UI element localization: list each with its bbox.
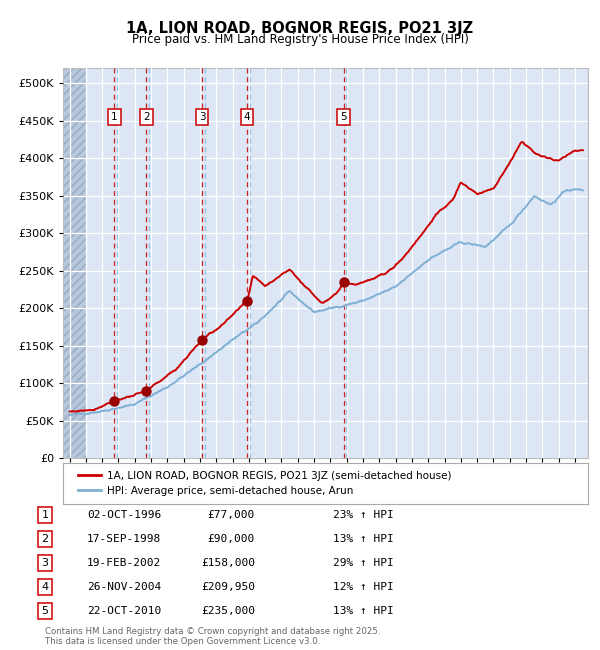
- Text: 02-OCT-1996: 02-OCT-1996: [87, 510, 161, 520]
- Text: 1A, LION ROAD, BOGNOR REGIS, PO21 3JZ: 1A, LION ROAD, BOGNOR REGIS, PO21 3JZ: [127, 21, 473, 36]
- Text: 1: 1: [41, 510, 49, 520]
- Text: 4: 4: [41, 582, 49, 592]
- Text: 29% ↑ HPI: 29% ↑ HPI: [333, 558, 394, 568]
- Text: 5: 5: [41, 606, 49, 616]
- Text: Price paid vs. HM Land Registry's House Price Index (HPI): Price paid vs. HM Land Registry's House …: [131, 32, 469, 46]
- Text: 26-NOV-2004: 26-NOV-2004: [87, 582, 161, 592]
- Text: 17-SEP-1998: 17-SEP-1998: [87, 534, 161, 544]
- Text: 5: 5: [340, 112, 347, 122]
- Text: £235,000: £235,000: [201, 606, 255, 616]
- Bar: [63, 68, 86, 458]
- Text: 12% ↑ HPI: 12% ↑ HPI: [333, 582, 394, 592]
- Text: £209,950: £209,950: [201, 582, 255, 592]
- Text: 19-FEB-2002: 19-FEB-2002: [87, 558, 161, 568]
- Text: £90,000: £90,000: [208, 534, 255, 544]
- Text: Contains HM Land Registry data © Crown copyright and database right 2025.: Contains HM Land Registry data © Crown c…: [45, 627, 380, 636]
- Text: 13% ↑ HPI: 13% ↑ HPI: [333, 534, 394, 544]
- Text: 2: 2: [41, 534, 49, 544]
- Text: 1: 1: [111, 112, 118, 122]
- Text: 3: 3: [199, 112, 205, 122]
- Text: This data is licensed under the Open Government Licence v3.0.: This data is licensed under the Open Gov…: [45, 637, 320, 646]
- Text: £77,000: £77,000: [208, 510, 255, 520]
- Text: 4: 4: [244, 112, 251, 122]
- Text: 23% ↑ HPI: 23% ↑ HPI: [333, 510, 394, 520]
- Text: 2: 2: [143, 112, 149, 122]
- Legend: 1A, LION ROAD, BOGNOR REGIS, PO21 3JZ (semi-detached house), HPI: Average price,: 1A, LION ROAD, BOGNOR REGIS, PO21 3JZ (s…: [73, 467, 455, 500]
- Text: 3: 3: [41, 558, 49, 568]
- Text: £158,000: £158,000: [201, 558, 255, 568]
- Text: 22-OCT-2010: 22-OCT-2010: [87, 606, 161, 616]
- Text: 13% ↑ HPI: 13% ↑ HPI: [333, 606, 394, 616]
